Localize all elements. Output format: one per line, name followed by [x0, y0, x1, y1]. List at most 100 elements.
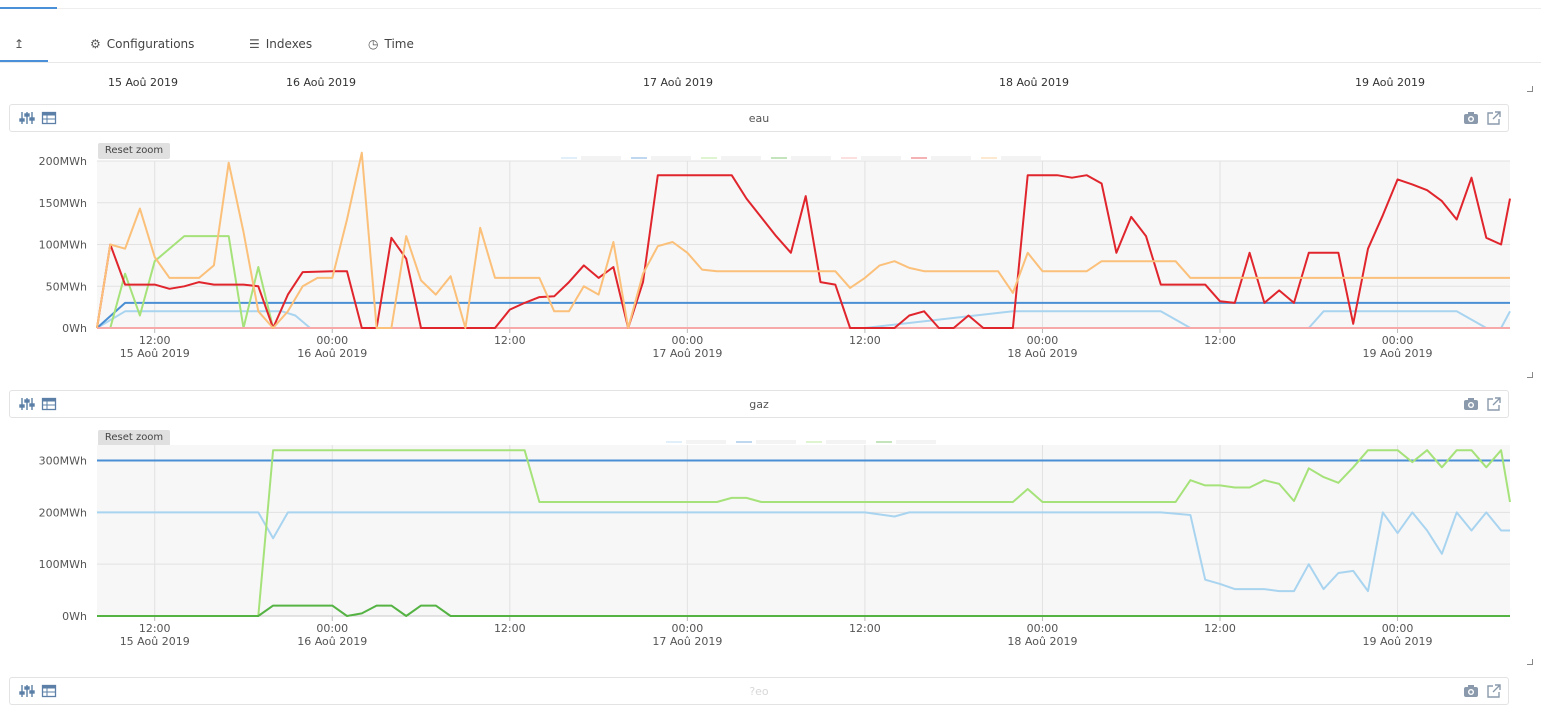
series-line-red[interactable] — [96, 174, 1511, 329]
reset-zoom-button[interactable]: Reset zoom — [98, 430, 170, 446]
plot-area — [97, 445, 1510, 616]
top-divider — [0, 8, 1541, 9]
y-tick-label: 100MWh — [39, 239, 87, 252]
active-nav-indicator — [0, 7, 57, 9]
x-tick-time: 12:00 — [849, 334, 881, 347]
legend-label — [686, 440, 726, 444]
series-line-green[interactable] — [97, 604, 1510, 617]
table-icon[interactable] — [41, 396, 57, 412]
sliders-icon[interactable] — [19, 683, 35, 699]
y-tick-label: 300MWh — [39, 455, 87, 468]
tab-upload[interactable]: ↥ — [14, 32, 30, 62]
series-line-light_green[interactable] — [97, 449, 1511, 617]
timeline-date: 17 Aoû 2019 — [642, 76, 714, 89]
timeline-date: 19 Aoû 2019 — [1354, 76, 1426, 89]
tab-bar: ↥ ⚙ Configurations ☰ Indexes ◷ Time — [0, 32, 1541, 63]
sliders-icon[interactable] — [19, 396, 35, 412]
x-tick-date: 17 Aoû 2019 — [652, 347, 722, 360]
x-tick-time: 12:00 — [139, 622, 171, 635]
x-tick-time: 12:00 — [1204, 334, 1236, 347]
y-tick-label: 200MWh — [39, 155, 87, 168]
legend-label — [931, 156, 971, 160]
external-link-icon[interactable] — [1486, 396, 1502, 412]
legend[interactable] — [561, 156, 1041, 160]
x-tick-time: 00:00 — [1027, 334, 1059, 347]
gear-icon: ⚙ — [90, 37, 101, 51]
x-tick-date: 15 Aoû 2019 — [120, 635, 190, 648]
resize-handle[interactable] — [1527, 86, 1533, 92]
resize-handle[interactable] — [1527, 659, 1533, 665]
x-tick-time: 00:00 — [316, 622, 348, 635]
legend-label — [756, 440, 796, 444]
timeline-date: 16 Aoû 2019 — [285, 76, 357, 89]
legend-label — [651, 156, 691, 160]
y-tick-label: 200MWh — [39, 506, 87, 519]
legend-label — [861, 156, 901, 160]
panel-header-third: ?eo — [9, 677, 1509, 705]
panel-title: eau — [748, 112, 770, 125]
resize-handle[interactable] — [1527, 372, 1533, 378]
tab-configurations-label: Configurations — [106, 37, 195, 51]
x-tick-date: 16 Aoû 2019 — [297, 347, 367, 360]
series-line-light_blue[interactable] — [97, 511, 1510, 593]
external-link-icon[interactable] — [1486, 110, 1502, 126]
camera-icon[interactable] — [1463, 396, 1479, 412]
x-tick-date: 18 Aoû 2019 — [1007, 347, 1077, 360]
x-tick-date: 16 Aoû 2019 — [297, 635, 367, 648]
timeline-date: 15 Aoû 2019 — [107, 76, 179, 89]
timeline-dates: 15 Aoû 2019 16 Aoû 2019 17 Aoû 2019 18 A… — [0, 76, 1541, 92]
legend[interactable] — [666, 440, 936, 444]
x-tick-time: 00:00 — [1382, 622, 1414, 635]
camera-icon[interactable] — [1463, 683, 1479, 699]
x-tick-time: 12:00 — [1204, 622, 1236, 635]
x-tick-time: 00:00 — [1382, 334, 1414, 347]
legend-label — [896, 440, 936, 444]
x-tick-date: 18 Aoû 2019 — [1007, 635, 1077, 648]
legend-label — [826, 440, 866, 444]
x-tick-time: 00:00 — [316, 334, 348, 347]
x-tick-time: 12:00 — [494, 334, 526, 347]
legend-label — [1001, 156, 1041, 160]
panel-title: ?eo — [749, 685, 769, 698]
table-icon[interactable] — [41, 110, 57, 126]
x-tick-time: 12:00 — [139, 334, 171, 347]
x-tick-date: 17 Aoû 2019 — [652, 635, 722, 648]
tab-indexes-label: Indexes — [265, 37, 313, 51]
tab-configurations[interactable]: ⚙ Configurations — [90, 32, 194, 62]
upload-icon: ↥ — [14, 37, 25, 51]
y-tick-label: 0Wh — [62, 322, 87, 335]
legend-label — [791, 156, 831, 160]
table-icon[interactable] — [41, 683, 57, 699]
x-tick-date: 19 Aoû 2019 — [1363, 347, 1433, 360]
x-tick-time: 00:00 — [672, 622, 704, 635]
tab-indexes[interactable]: ☰ Indexes — [249, 32, 312, 62]
list-icon: ☰ — [249, 37, 260, 51]
legend-label — [581, 156, 621, 160]
series-line-blue[interactable] — [96, 301, 1510, 329]
x-tick-time: 12:00 — [494, 622, 526, 635]
tab-active-underline — [0, 60, 48, 62]
panel-title: gaz — [749, 398, 769, 411]
panel-header-gaz: gaz — [9, 390, 1509, 418]
x-tick-date: 19 Aoû 2019 — [1363, 635, 1433, 648]
series-line-orange[interactable] — [96, 151, 1510, 329]
y-tick-label: 150MWh — [39, 197, 87, 210]
x-tick-date: 15 Aoû 2019 — [120, 347, 190, 360]
external-link-icon[interactable] — [1486, 683, 1502, 699]
y-tick-label: 0Wh — [62, 610, 87, 623]
clock-icon: ◷ — [368, 37, 379, 51]
y-tick-label: 50MWh — [46, 280, 87, 293]
legend-label — [721, 156, 761, 160]
camera-icon[interactable] — [1463, 110, 1479, 126]
x-tick-time: 00:00 — [672, 334, 704, 347]
timeline-date: 18 Aoû 2019 — [998, 76, 1070, 89]
sliders-icon[interactable] — [19, 110, 35, 126]
series-line-light_green[interactable] — [97, 235, 1510, 329]
x-tick-time: 12:00 — [849, 622, 881, 635]
y-tick-label: 100MWh — [39, 558, 87, 571]
x-tick-time: 00:00 — [1027, 622, 1059, 635]
reset-zoom-button[interactable]: Reset zoom — [98, 143, 170, 159]
tab-time[interactable]: ◷ Time — [368, 32, 414, 62]
